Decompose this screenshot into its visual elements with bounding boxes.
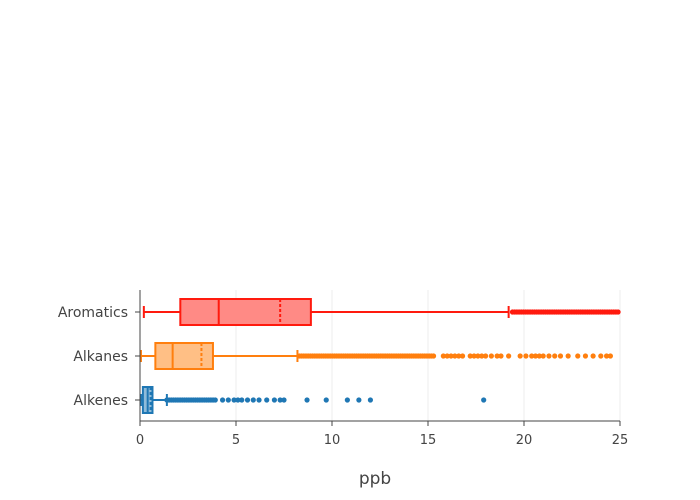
outlier-point — [235, 397, 241, 403]
x-tick-label: 0 — [136, 433, 144, 448]
outlier-point — [603, 353, 610, 359]
outlier-point — [459, 353, 466, 359]
outlier-point — [225, 397, 231, 403]
outlier-point — [494, 353, 500, 359]
outlier-point — [483, 353, 489, 359]
outlier-point — [488, 353, 494, 359]
outlier-point — [323, 397, 329, 403]
outlier-point — [582, 353, 589, 359]
outlier-point — [517, 353, 523, 359]
outlier-point — [481, 397, 487, 403]
outlier-point — [498, 353, 504, 359]
x-tick-label: 15 — [420, 433, 437, 448]
outlier-point — [598, 353, 604, 359]
outlier-point — [532, 353, 539, 359]
x-axis-title: ppb — [359, 469, 391, 489]
box-alkenes — [139, 386, 487, 414]
outlier-point — [367, 397, 373, 403]
outlier-point — [536, 353, 542, 359]
outlier-point — [452, 353, 458, 359]
outlier-point — [456, 353, 462, 359]
box-iqr — [179, 298, 312, 326]
box-aromatics — [142, 298, 621, 326]
outlier-point — [529, 353, 535, 359]
x-tick-label: 10 — [324, 433, 341, 448]
outlier-point — [271, 397, 277, 403]
outlier-point — [239, 397, 245, 403]
outlier-point — [277, 397, 283, 403]
x-axis-ticks: 0 5 10 15 20 25 — [136, 421, 628, 448]
outlier-point — [444, 353, 450, 359]
outlier-point — [479, 353, 485, 359]
outlier-point — [264, 397, 270, 403]
outlier-point — [250, 397, 256, 403]
outlier-point — [475, 353, 481, 359]
outlier-point — [281, 397, 287, 403]
box-iqr — [154, 342, 214, 370]
outlier-point — [506, 353, 512, 359]
outlier-point — [523, 353, 529, 359]
outlier-point — [467, 353, 473, 359]
outlier-point — [256, 397, 262, 403]
box-alkanes — [139, 342, 614, 370]
y-category-label: Alkenes — [74, 393, 128, 409]
outlier-point — [607, 353, 614, 359]
y-category-label: Alkanes — [73, 349, 128, 365]
x-tick-label: 20 — [516, 433, 533, 448]
box-series — [139, 298, 621, 414]
outlier-point — [430, 353, 437, 359]
outlier-point — [219, 397, 226, 403]
outlier-point — [540, 353, 546, 359]
outlier-point — [244, 397, 251, 403]
outlier-point — [546, 353, 552, 359]
x-tick-label: 5 — [232, 433, 240, 448]
outlier-point — [212, 397, 218, 403]
outlier-point — [557, 353, 564, 359]
y-category-label: Aromatics — [58, 305, 128, 321]
outlier-point — [344, 397, 350, 403]
x-tick-label: 25 — [612, 433, 629, 448]
outlier-point — [356, 397, 362, 403]
outlier-point — [471, 353, 477, 359]
outlier-point — [575, 353, 581, 359]
outlier-point — [590, 353, 596, 359]
outlier-point — [304, 397, 310, 403]
outlier-point — [615, 309, 621, 315]
outlier-point — [552, 353, 558, 359]
y-axis-categories: Aromatics Alkanes Alkenes — [58, 305, 140, 409]
outlier-point — [565, 353, 571, 359]
outlier-point — [440, 353, 446, 359]
outlier-point — [231, 397, 237, 403]
outlier-point — [448, 353, 454, 359]
